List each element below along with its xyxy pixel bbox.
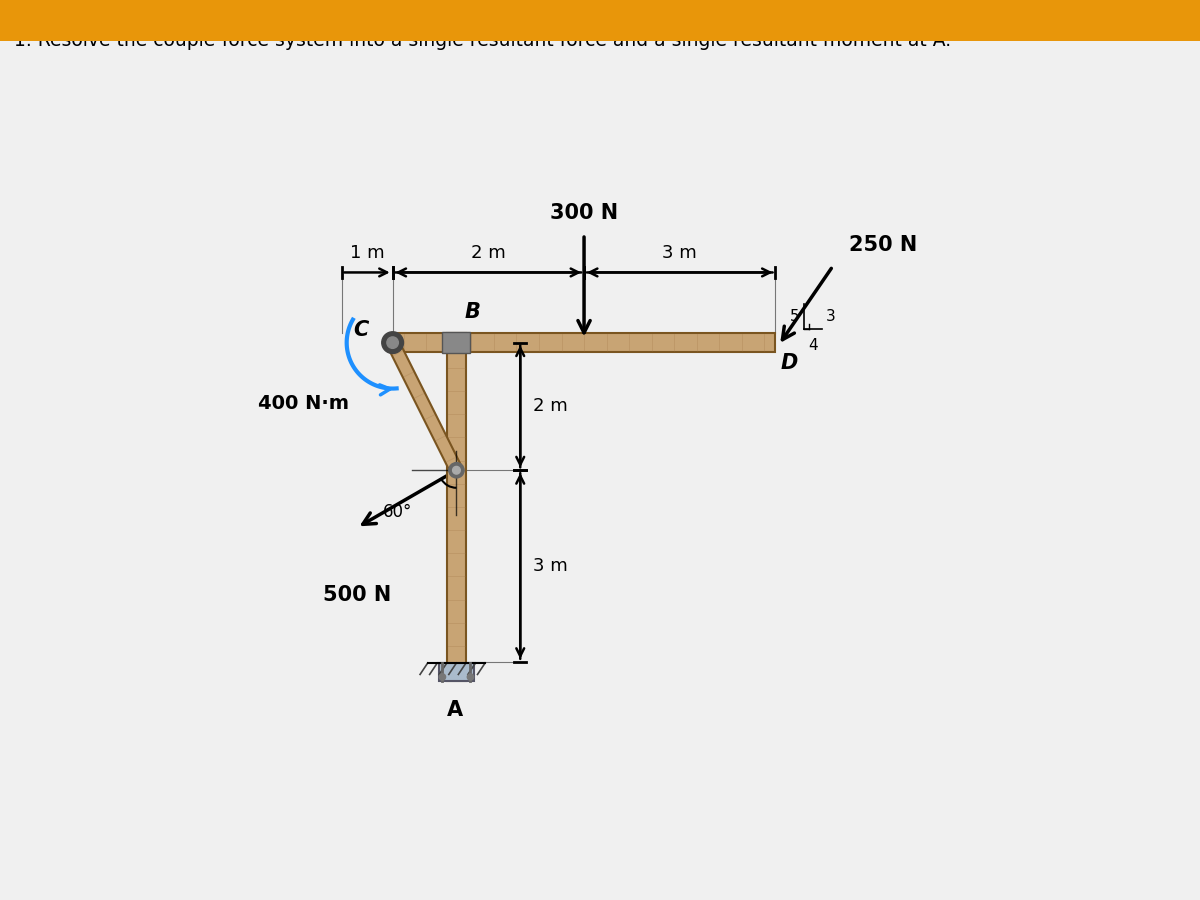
Text: B: B	[464, 302, 480, 322]
Text: D: D	[780, 354, 798, 373]
Text: 1 m: 1 m	[349, 244, 384, 262]
Circle shape	[467, 674, 474, 680]
Bar	[443, 332, 470, 354]
Text: 500 N: 500 N	[324, 585, 391, 605]
Polygon shape	[446, 333, 466, 680]
Text: 2 m: 2 m	[470, 244, 505, 262]
Circle shape	[386, 337, 398, 348]
Text: 1. Resolve the couple-force system into a single resultant force and a single re: 1. Resolve the couple-force system into …	[14, 32, 952, 50]
Text: 3 m: 3 m	[533, 557, 568, 575]
Text: 300 N: 300 N	[550, 202, 618, 222]
Text: 4: 4	[809, 338, 818, 353]
Text: A: A	[446, 700, 463, 720]
Text: 5: 5	[790, 309, 799, 324]
Text: 3: 3	[826, 309, 835, 324]
Text: 2 m: 2 m	[533, 398, 568, 416]
Polygon shape	[392, 333, 775, 352]
Circle shape	[439, 674, 445, 680]
Text: 60°: 60°	[383, 503, 412, 521]
Text: 3 m: 3 m	[662, 244, 697, 262]
Bar	[439, 663, 474, 680]
Text: C: C	[353, 320, 368, 340]
Circle shape	[452, 466, 461, 474]
Text: 400 N·m: 400 N·m	[258, 394, 349, 413]
Text: 250 N: 250 N	[848, 235, 917, 255]
Circle shape	[382, 332, 403, 354]
Polygon shape	[386, 340, 462, 473]
Circle shape	[449, 463, 464, 478]
